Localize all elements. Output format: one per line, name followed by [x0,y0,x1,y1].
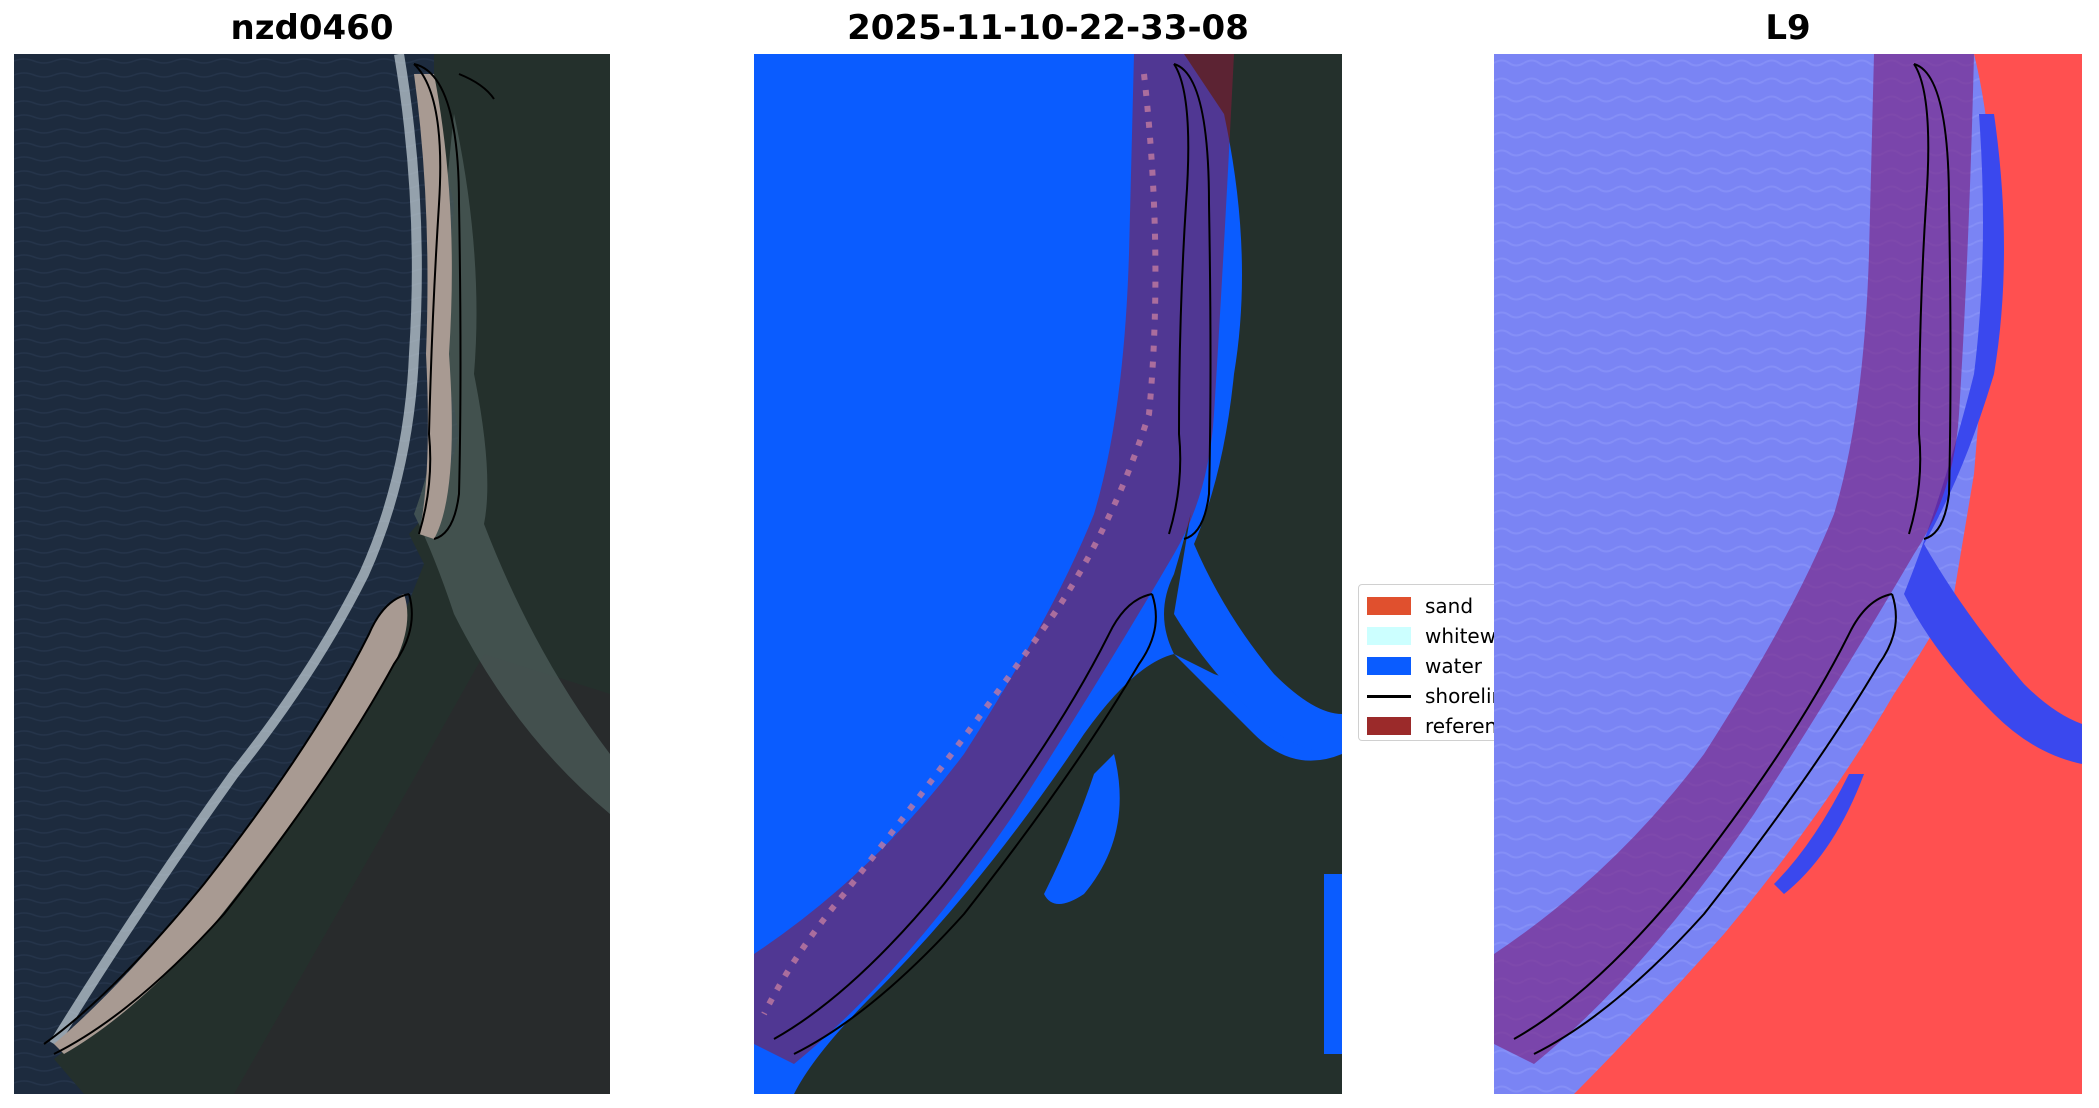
title-classified-image: 2025-11-10-22-33-08 [847,8,1249,48]
water-swatch [1367,657,1411,675]
legend-label: sand [1425,594,1474,618]
estuary [414,114,610,814]
legend-label: whitewater [1425,624,1497,648]
title-index-image: L9 [1765,8,1811,48]
index-image [1494,54,2082,1094]
legend-label: shoreline [1425,684,1497,708]
classified-image [754,54,1342,1094]
shoreline-south [793,593,1157,1055]
rgb-satellite-image [14,54,610,1094]
shoreline-south [1533,593,1897,1055]
classified-panel [754,54,1342,1094]
shoreline-north [1168,63,1190,535]
surf-zone [49,54,422,1047]
legend-item-sand: sand [1367,591,1497,621]
legend-item-whitewater: whitewater [1367,621,1497,651]
legend-item-reference-buffer: reference shoreline buffer [1367,711,1498,740]
legend: sand whitewater water shoreline referenc… [1358,584,1498,741]
title-rgb-image: nzd0460 [230,8,394,48]
index-estuary [1904,114,2082,764]
index-panel [1494,54,2082,1094]
shoreline-south [53,593,413,1055]
estuary-water [1174,114,1342,754]
sand-swatch [1367,597,1411,615]
whitewater-swatch [1367,627,1411,645]
sand-class [761,73,1159,1016]
shoreline-north [1908,63,1930,535]
rgb-satellite-panel [14,54,610,1094]
land-north [1164,54,1342,734]
legend-item-shoreline: shoreline [1367,681,1497,711]
reference-shoreline-buffer [1494,54,1974,1064]
legend-item-water: water [1367,651,1497,681]
southern-beach [54,594,408,1054]
shoreline-north [413,63,442,535]
legend-label: water [1425,654,1482,678]
index-land-area [1574,54,2082,1094]
reference-buffer-swatch [1367,717,1411,735]
shoreline-line [1367,694,1411,698]
reference-shoreline-buffer [754,54,1234,1064]
legend-label: reference shoreline buffer [1425,714,1498,738]
